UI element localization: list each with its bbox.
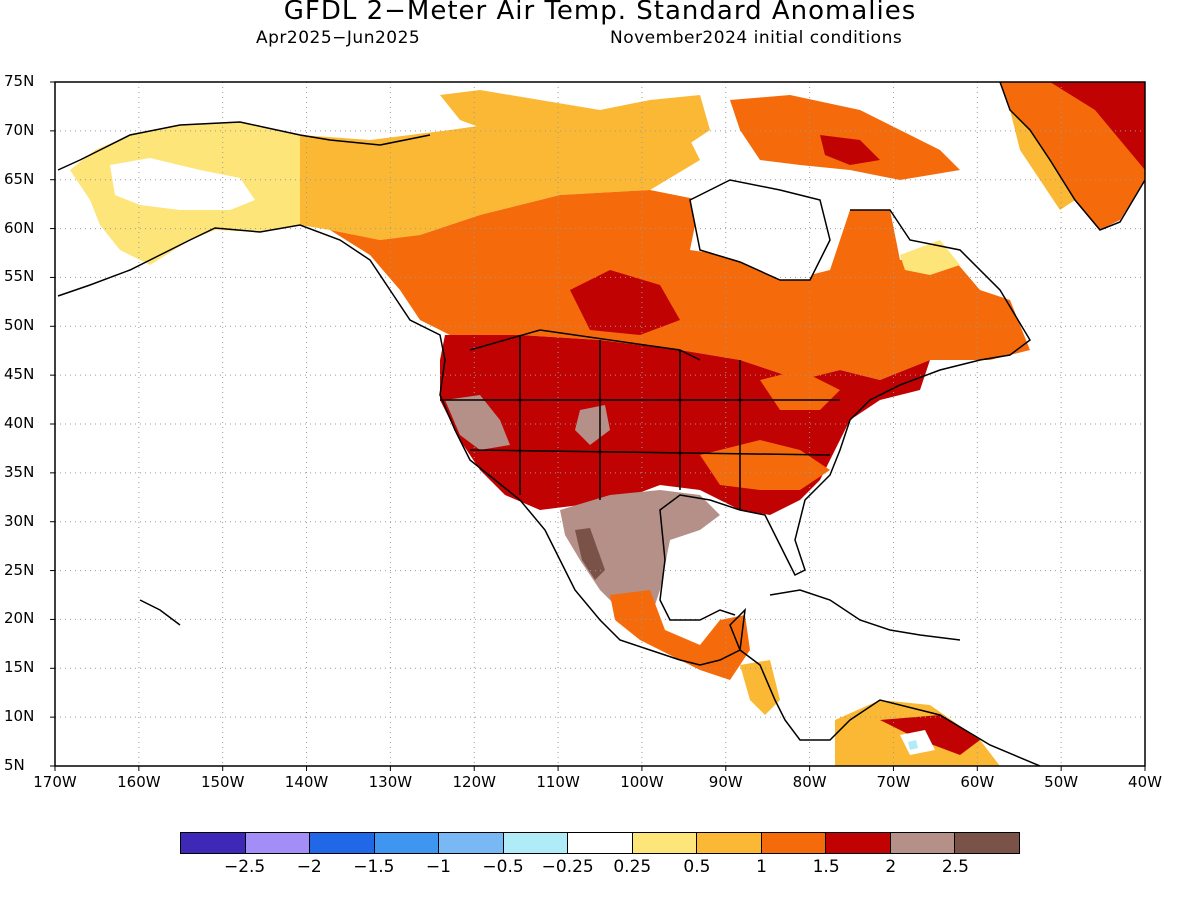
longitude-label: 70W [876,773,911,791]
anomaly-region-alaska-white [110,158,255,210]
colorbar-swatch [245,833,311,853]
colorbar-swatch [568,833,633,853]
latitude-label: 10N [4,707,35,726]
anomaly-region-labrador [900,240,960,275]
colorbar-swatch [761,833,827,853]
longitude-label: 80W [792,773,827,791]
latitude-label: 5N [4,756,25,774]
anomaly-region-mexico [560,490,720,620]
latitude-label: 60N [4,218,35,237]
colorbar-swatch [310,833,375,853]
anomaly-region-southwest [445,395,510,450]
colorbar-label: −2.5 [223,857,266,877]
anomaly-region-mexico-dark [575,528,605,580]
map-title: GFDL 2−Meter Air Temp. Standard Anomalie… [283,0,917,26]
anomaly-region-venezuela-white [900,730,935,755]
colorbar-swatch [439,833,504,853]
latitude-label: 45N [4,365,35,384]
longitude-label: 110W [536,773,580,791]
anomaly-region-south-america-red [880,715,980,755]
latitude-label: 70N [4,120,35,139]
anomaly-region-central-america [740,660,780,715]
axis-ticks [50,81,1146,771]
colorbar-label: 0.5 [683,857,711,877]
longitude-label: 120W [452,773,496,791]
anomaly-region-south-mexico [610,590,750,680]
anomaly-region-east-us-orange [700,440,830,490]
colorbar-label: −1.5 [353,857,395,877]
colorbar-swatch [955,833,1019,853]
anomaly-region-central-canada-red [570,270,680,335]
longitude-label: 90W [708,773,743,791]
anomaly-region-fourcorners [575,405,610,445]
longitude-label: 50W [1044,773,1079,791]
colorbar-swatch [826,833,891,853]
anomaly-region-hudson-bay [690,180,830,280]
longitude-label: 150W [200,773,245,791]
colorbar-label: −0.25 [541,857,594,877]
anomaly-region-greenland-west [1010,110,1075,210]
anomaly-region-arctic-east [730,95,960,180]
colorbar-label: 2 [885,857,897,877]
anomaly-region-venezuela-blue [908,740,918,750]
longitude-label: 170W [33,773,77,791]
longitude-label: 140W [284,773,329,791]
forecast-period: Apr2025−Jun2025 [256,28,421,48]
anomaly-region-canada [330,190,1030,380]
latitude-label: 65N [4,169,35,188]
longitude-label: 60W [960,773,995,791]
colorbar-swatch [503,833,569,853]
longitude-label: 100W [620,773,664,791]
latitude-label: 55N [4,267,35,286]
colorbar-label: 2.5 [941,857,969,877]
anomaly-region-nw-canada [300,115,700,240]
colorbar-label: 0.25 [613,857,652,877]
colorbar-label: −1 [425,857,451,877]
coastlines [57,82,1145,766]
colorbar-swatch [374,833,440,853]
anomaly-region-greenland-red [1050,82,1145,170]
colorbar-swatch [697,833,762,853]
latitude-label: 75N [4,72,35,90]
latitude-label: 30N [4,511,35,530]
colorbar-label: −2 [296,857,322,877]
latitude-label: 40N [4,414,35,432]
colorbar-swatch [890,833,956,853]
colorbar-swatch [632,833,698,853]
colorbar [180,832,1020,854]
colorbar-swatch [181,833,246,853]
latitude-label: 20N [4,609,35,628]
longitude-label: 160W [117,773,161,791]
latitude-label: 35N [4,462,35,481]
longitude-label: 130W [368,773,413,791]
colorbar-label: 1.5 [812,857,840,877]
latitude-label: 15N [4,658,35,677]
colorbar-label: −0.5 [482,857,524,877]
latitude-label: 50N [4,316,35,335]
anomaly-region-arctic-islands [440,90,710,150]
anomaly-region-arctic-red [820,135,880,165]
latitude-label: 25N [4,560,35,579]
longitude-label: 40W [1128,773,1162,791]
initial-conditions: November2024 initial conditions [610,28,903,48]
colorbar-label: 1 [756,857,767,877]
